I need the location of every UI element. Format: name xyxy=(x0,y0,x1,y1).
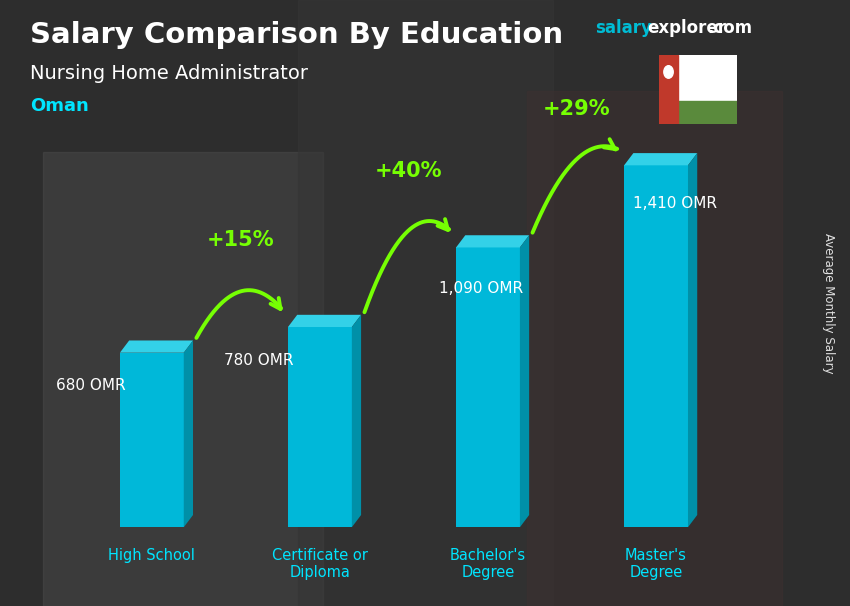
Polygon shape xyxy=(688,153,697,527)
Text: Nursing Home Administrator: Nursing Home Administrator xyxy=(30,64,308,82)
Polygon shape xyxy=(624,153,697,165)
Polygon shape xyxy=(352,315,361,527)
Text: Average Monthly Salary: Average Monthly Salary xyxy=(822,233,836,373)
Text: .com: .com xyxy=(707,19,752,38)
Text: salary: salary xyxy=(595,19,652,38)
Polygon shape xyxy=(120,341,193,353)
Text: 780 OMR: 780 OMR xyxy=(224,353,293,368)
Circle shape xyxy=(664,65,673,78)
Polygon shape xyxy=(42,152,323,606)
Text: +40%: +40% xyxy=(375,161,442,181)
Polygon shape xyxy=(456,235,530,247)
Text: +15%: +15% xyxy=(207,230,275,250)
Polygon shape xyxy=(527,91,782,606)
Polygon shape xyxy=(298,0,552,606)
Polygon shape xyxy=(678,55,737,101)
Text: 1,090 OMR: 1,090 OMR xyxy=(439,281,524,296)
Polygon shape xyxy=(678,101,737,124)
Polygon shape xyxy=(288,315,361,327)
Polygon shape xyxy=(184,341,193,527)
Polygon shape xyxy=(520,235,530,527)
Text: High School: High School xyxy=(109,548,196,563)
Text: Bachelor's
Degree: Bachelor's Degree xyxy=(450,548,526,580)
Text: Master's
Degree: Master's Degree xyxy=(625,548,687,580)
Polygon shape xyxy=(659,55,678,124)
Text: +29%: +29% xyxy=(543,99,610,119)
Text: Salary Comparison By Education: Salary Comparison By Education xyxy=(30,21,563,49)
Text: 1,410 OMR: 1,410 OMR xyxy=(632,196,717,211)
Bar xyxy=(120,353,184,527)
Text: 680 OMR: 680 OMR xyxy=(56,378,126,393)
Bar xyxy=(456,247,520,527)
Bar xyxy=(288,327,352,527)
Text: Oman: Oman xyxy=(30,97,88,115)
Text: Certificate or
Diploma: Certificate or Diploma xyxy=(272,548,368,580)
Bar xyxy=(624,165,688,527)
Text: explorer: explorer xyxy=(648,19,727,38)
